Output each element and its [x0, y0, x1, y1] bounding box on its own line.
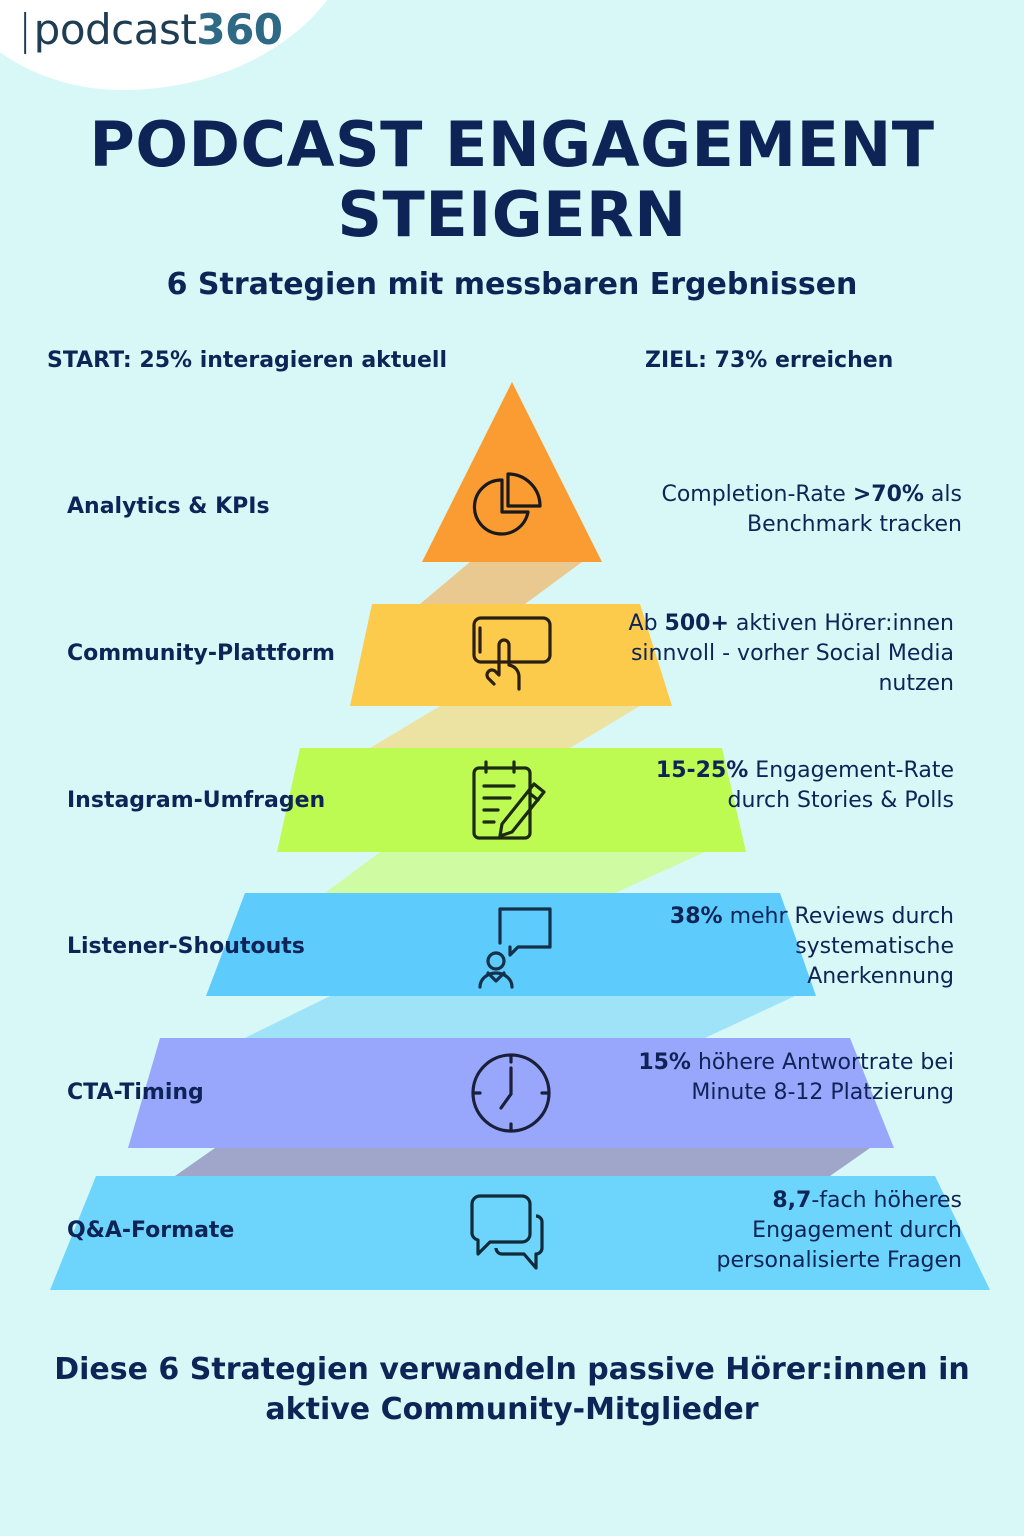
tier-3-shape: [277, 748, 746, 852]
person-speech-icon: [478, 907, 552, 989]
logo-text: podcast: [33, 5, 197, 54]
tier-4-desc-post: mehr Reviews durch systematische Anerken…: [722, 904, 954, 989]
notepad-edit-icon: [472, 760, 546, 840]
tier-5-description: 15% höhere Antwortrate bei Minute 8-12 P…: [634, 1048, 954, 1108]
tier-6-shape: [50, 1176, 990, 1290]
tier-2-shape: [350, 604, 672, 706]
tier-1-label: Analytics & KPIs: [67, 494, 270, 519]
tier-3-desc-highlight: 15-25%: [655, 758, 749, 783]
brand-logo: |podcast360: [18, 4, 283, 56]
start-metric: START: 25% interagieren aktuell: [47, 348, 447, 373]
tier-2-desc-post: aktiven Hörer:innen sinnvoll - vorher So…: [630, 611, 954, 696]
tier-4-description: 38% mehr Reviews durch systematische Ane…: [654, 902, 954, 992]
tier-6-desc-highlight: 8,7: [772, 1188, 812, 1213]
connector-4-5: [245, 996, 795, 1038]
tier-2-desc-pre: Ab: [628, 611, 665, 636]
page-title: PODCAST ENGAGEMENT STEIGERN: [0, 110, 1024, 250]
logo-bar: |: [18, 5, 32, 54]
tier-5-desc-post: höhere Antwortrate bei Minute 8-12 Platz…: [690, 1050, 954, 1105]
tier-6-label: Q&A-Formate: [67, 1218, 235, 1243]
title-line-2: STEIGERN: [337, 178, 687, 251]
touchscreen-tap-icon: [472, 616, 552, 691]
tier-1-desc-highlight: >70%: [852, 482, 924, 507]
tier-4-shape: [206, 893, 816, 996]
tier-4-label: Listener-Shoutouts: [67, 934, 305, 959]
connector-2-3: [370, 706, 640, 748]
tier-3-description: 15-25% Engagement-Rate durch Stories & P…: [654, 756, 954, 816]
page-subtitle: 6 Strategien mit messbaren Ergebnissen: [166, 267, 858, 302]
connector-5-6: [175, 1148, 870, 1176]
footer-statement: Diese 6 Strategien verwandeln passive Hö…: [54, 1352, 970, 1427]
pie-chart-icon: [472, 472, 542, 536]
tier-2-description: Ab 500+ aktiven Hörer:innen sinnvoll - v…: [574, 609, 954, 699]
chat-bubbles-icon: [470, 1194, 544, 1270]
connector-1-2: [420, 562, 582, 604]
tier-1-desc-pre: Completion-Rate: [661, 482, 853, 507]
logo-number: 360: [196, 5, 283, 54]
tier-1-description: Completion-Rate >70% als Benchmark track…: [622, 480, 962, 540]
clock-icon: [471, 1053, 551, 1133]
tier-1-desc-post: als Benchmark tracken: [747, 482, 962, 537]
tier-6-desc-post: -fach höheres Engagement durch personali…: [716, 1188, 962, 1273]
tier-1-shape: [422, 382, 602, 562]
tier-3-desc-post: Engagement-Rate durch Stories & Polls: [727, 758, 954, 813]
tier-4-desc-highlight: 38%: [669, 904, 723, 929]
tier-5-label: CTA-Timing: [67, 1080, 204, 1105]
connector-3-4: [325, 852, 705, 893]
title-line-1: PODCAST ENGAGEMENT: [89, 108, 935, 181]
tier-5-desc-highlight: 15%: [638, 1050, 691, 1075]
tier-3-label: Instagram-Umfragen: [67, 788, 326, 813]
goal-metric: ZIEL: 73% erreichen: [645, 348, 894, 373]
tier-2-label: Community-Plattform: [67, 641, 335, 666]
tier-2-desc-highlight: 500+: [664, 611, 729, 636]
tier-6-description: 8,7-fach höheres Engagement durch person…: [642, 1186, 962, 1276]
